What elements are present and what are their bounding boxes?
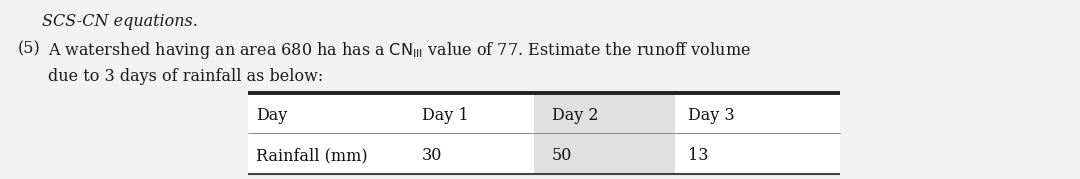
Text: 30: 30: [422, 147, 442, 164]
Text: Rainfall (mm): Rainfall (mm): [256, 147, 367, 164]
Text: due to 3 days of rainfall as below:: due to 3 days of rainfall as below:: [48, 68, 323, 85]
Bar: [248, 93, 840, 174]
Text: (5): (5): [18, 40, 41, 57]
Text: 13: 13: [688, 147, 708, 164]
Text: Day 1: Day 1: [422, 107, 469, 124]
Text: Day 2: Day 2: [552, 107, 598, 124]
Text: Day 3: Day 3: [688, 107, 734, 124]
Text: A watershed having an area 680 ha has a $\mathrm{CN_{III}}$ value of 77. Estimat: A watershed having an area 680 ha has a …: [48, 40, 751, 61]
Bar: [534, 93, 675, 174]
Text: Day: Day: [256, 107, 287, 124]
Text: SCS-CN equations.: SCS-CN equations.: [42, 13, 198, 30]
Text: 50: 50: [552, 147, 572, 164]
